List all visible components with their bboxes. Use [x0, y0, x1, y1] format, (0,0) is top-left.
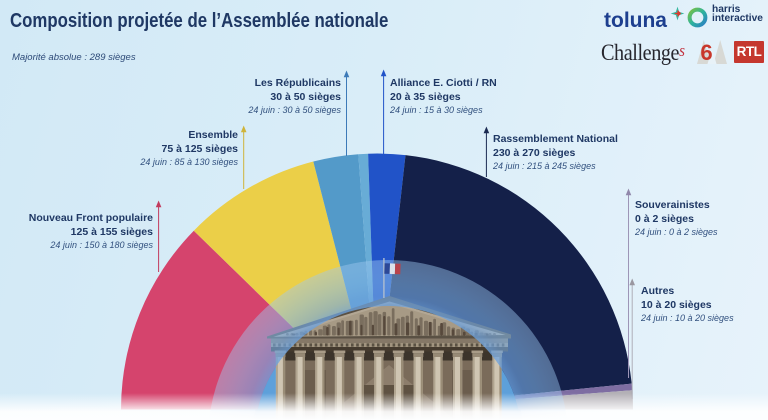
- svg-text:6: 6: [700, 40, 712, 64]
